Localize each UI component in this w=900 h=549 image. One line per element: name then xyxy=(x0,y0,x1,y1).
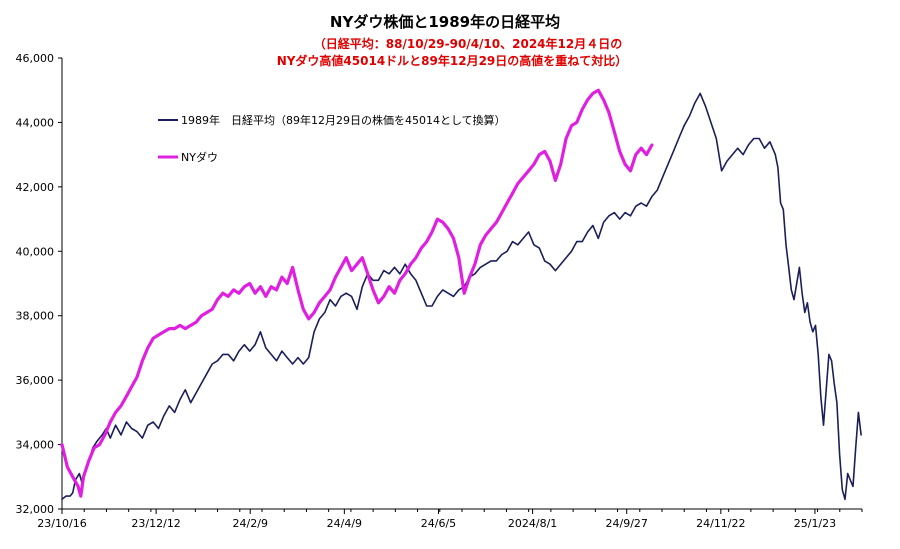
x-tick-label: 24/11/22 xyxy=(696,517,745,530)
y-tick-label: 32,000 xyxy=(16,503,55,516)
chart-subtitle-line-2: NYダウ高値45014ドルと89年12月29日の高値を重ねて対比） xyxy=(277,53,628,68)
x-tick-label: 24/2/9 xyxy=(233,517,268,530)
y-tick-label: 46,000 xyxy=(16,52,55,65)
y-tick-label: 42,000 xyxy=(16,181,55,194)
y-tick-label: 36,000 xyxy=(16,374,55,387)
series-line-dow xyxy=(60,88,654,498)
x-axis: 23/10/16 23/12/12 24/2/9 24/4/9 24/6/5 2024/8… xyxy=(37,508,863,530)
x-tick-label: 23/10/16 xyxy=(37,517,86,530)
x-tick-label: 2024/8/1 xyxy=(508,517,557,530)
y-tick-label: 44,000 xyxy=(16,116,55,129)
legend: 1989年 日経平均（89年12月29日の株価を45014として換算） NYダウ xyxy=(158,113,506,164)
x-tick-label: 24/6/5 xyxy=(421,517,456,530)
y-tick-label: 34,000 xyxy=(16,439,55,452)
legend-label-nikkei: 1989年 日経平均（89年12月29日の株価を45014として換算） xyxy=(181,113,506,127)
y-tick-label: 40,000 xyxy=(16,245,55,258)
chart-subtitle-line-1: （日経平均：88/10/29-90/4/10、2024年12月４日の xyxy=(314,36,622,51)
y-tick-label: 38,000 xyxy=(16,310,55,323)
x-tick-label: 24/9/27 xyxy=(606,517,648,530)
series-line-nikkei xyxy=(61,92,862,501)
y-axis: 32,000 34,000 36,000 38,000 40,000 42,000 44,0… xyxy=(16,52,63,516)
x-tick-label: 23/12/12 xyxy=(131,517,180,530)
x-tick-label: 25/1/23 xyxy=(794,517,836,530)
series-layer xyxy=(60,88,862,501)
chart-title: NYダウ株価と1989年の日経平均 xyxy=(330,13,560,31)
x-tick-label: 24/4/9 xyxy=(327,517,362,530)
legend-label-dow: NYダウ xyxy=(181,150,218,164)
